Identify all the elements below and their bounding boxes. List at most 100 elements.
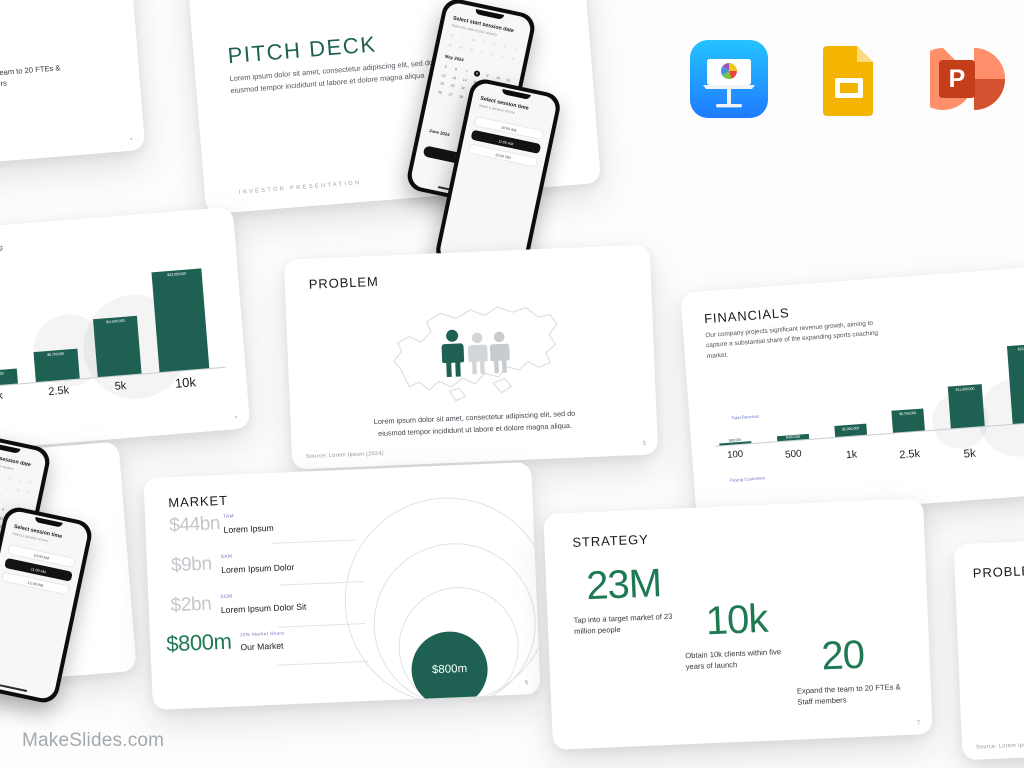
calendar-weekday: S — [28, 480, 32, 485]
market-amount-our-market: $800m — [165, 628, 233, 657]
bar-category-10k: 10k — [1011, 446, 1024, 463]
calendar-weekday: S — [513, 46, 517, 52]
calendar-month-label: May 2024 — [444, 53, 465, 63]
page-number: 3 — [642, 440, 646, 447]
bar-2-5k: $5,750,000 — [33, 348, 80, 383]
slide-card-market[interactable]: MARKET $800m $44bn TAM Lorem Ipsum $9bn … — [143, 461, 541, 711]
bar-category-1k: 1k — [0, 389, 4, 403]
calendar-day[interactable]: 21 — [460, 85, 466, 91]
calendar-day-prev-month[interactable]: 4 — [511, 56, 515, 61]
powerpoint-icon[interactable]: P — [912, 40, 1008, 118]
bar-5k: $11,500,000 — [93, 315, 142, 378]
keynote-icon[interactable] — [690, 40, 768, 118]
bar-5k: $11,500,000 — [947, 384, 985, 429]
calendar-day[interactable]: 7 — [465, 69, 468, 74]
calendar-day-prev-month[interactable]: 2 — [6, 486, 10, 491]
calendar-day[interactable]: 6 — [454, 67, 458, 72]
problem-edge-source: Source: Lorem Ipsum (2024) — [976, 741, 1024, 751]
calendar-weekday: F — [492, 42, 496, 47]
bar-value-label: $2,300,000 — [0, 371, 4, 377]
calendar-day[interactable]: 20 — [450, 83, 455, 89]
google-slides-icon[interactable] — [810, 40, 888, 118]
bar-value-label: $5,750,000 — [899, 411, 917, 417]
calendar-weekday: S — [503, 44, 507, 49]
bar-10k: $23,000,000 — [151, 268, 210, 373]
market-row-our-market: $800m — [166, 629, 232, 658]
bar-2-5k: $5,750,000 — [891, 408, 925, 433]
slide-card-strategy[interactable]: STRATEGY 23M Tap into a target market of… — [543, 498, 933, 750]
page-number: 7 — [916, 720, 921, 727]
calendar-day[interactable]: 19 — [439, 81, 445, 86]
calendar-day-prev-month[interactable]: 3 — [501, 54, 504, 59]
calendar-day-prev-month[interactable]: 28 — [447, 43, 453, 48]
bar-category-500: 500 — [784, 448, 803, 461]
slide-card-problem[interactable]: PROBLEM Lorem ipsum dolor sit amet, cons… — [283, 244, 659, 470]
calendar-day-prev-month[interactable]: 30 — [468, 47, 474, 53]
problem-edge-title: PROBLEM — [972, 562, 1024, 581]
market-name-our-market: Our Market — [240, 640, 284, 653]
slide-card-financials[interactable]: FINANCIALS Our company projects signific… — [680, 263, 1024, 521]
calendar-weekday: T — [461, 35, 465, 41]
market-title: MARKET — [168, 492, 229, 511]
calendar-weekday: T — [482, 40, 486, 45]
bar-value-label: $11,500,000 — [955, 386, 975, 393]
strategy-stat-caption-1: Obtain 10k clients within five years of … — [685, 647, 782, 672]
calendar-day-prev-month[interactable]: 1 — [480, 49, 483, 55]
problem-title: PROBLEM — [308, 273, 379, 292]
calendar-day[interactable]: 28 — [458, 93, 464, 99]
calendar-day-prev-month[interactable]: 4 — [26, 490, 30, 495]
google-slides-icon-svg — [823, 46, 873, 116]
market-name-sam: Lorem Ipsum Dolor — [221, 561, 295, 576]
bar-value-label: $23,000,000 — [1017, 346, 1024, 352]
leader-line-our-market — [277, 660, 370, 666]
bar-value-label: $2,300,000 — [841, 426, 860, 432]
bar-category-1k: 1k — [845, 448, 858, 462]
bar-1k: $2,300,000 — [834, 423, 868, 437]
region-map-outline — [393, 306, 558, 402]
calendar-day-prev-month[interactable]: 3 — [16, 488, 20, 493]
calendar-day-prev-month[interactable]: 2 — [490, 52, 494, 57]
calendar-day[interactable]: 14 — [462, 77, 468, 83]
person-icon-highlighted — [441, 329, 465, 378]
bar-value-label: $11,500,000 — [105, 318, 125, 325]
problem-caption: Lorem ipsum dolor sit amet, consectetur … — [373, 408, 576, 438]
bar-value-label: $5,750,000 — [47, 351, 65, 358]
home-indicator — [0, 684, 28, 693]
market-tag-tam: TAM — [222, 514, 235, 520]
person-icon-muted-1 — [467, 332, 488, 375]
supported-apps-row: P — [690, 40, 1008, 118]
strategy-stat-caption-2: Expand the team to 20 FTEs & Staff membe… — [796, 682, 901, 707]
calendar-day[interactable]: 5 — [444, 64, 447, 70]
chart-xlabel: Paying Customers — [729, 475, 766, 483]
strategy-stat-caption-0: Tap into a target market of 23 million p… — [573, 611, 673, 637]
bar-category-2-5k: 2.5k — [47, 384, 70, 399]
strategy-clipped-stat-value-1: 20 — [0, 18, 3, 65]
phone-notch — [34, 517, 63, 528]
calendar-day-prev-month[interactable]: 29 — [458, 45, 463, 51]
person-icon-muted-2 — [489, 331, 510, 374]
phone-notch — [0, 442, 21, 454]
calendar-day[interactable]: 26 — [438, 89, 443, 95]
powerpoint-icon-svg: P — [912, 48, 1005, 110]
calendar-day[interactable]: 27 — [448, 91, 454, 97]
market-tag-som: SOM — [220, 594, 233, 601]
slide-card-financials-clipped[interactable]: ...nue growth, aiming to ...nding sports… — [0, 206, 251, 460]
slide-card-problem-edge[interactable]: PROBLEM Source: Lorem Ipsum (2024) — [953, 531, 1024, 761]
calendar-day-selected[interactable]: 8 — [473, 70, 481, 78]
calendar-day[interactable]: 12 — [441, 72, 447, 78]
market-tag-sam: SAM — [220, 554, 233, 561]
deck-footer: INVESTOR PRESENTATION — [238, 179, 362, 196]
market-row-sam: $9bn — [171, 553, 213, 577]
market-amount-sam: $9bn — [170, 553, 213, 577]
market-row-tam: $44bn — [169, 513, 221, 537]
financials-title: FINANCIALS — [703, 305, 791, 327]
strategy-title: STRATEGY — [572, 531, 649, 550]
financials-clipped-chart: $2,300,000 $5,750,000 $11,500,000 $23,00… — [0, 260, 226, 403]
calendar-day[interactable]: 13 — [452, 75, 457, 80]
calendar-day[interactable]: 8 — [472, 70, 483, 78]
bar-value-label: $80,000 — [728, 437, 742, 443]
slide-card-strategy-clipped[interactable]: 10k Obtain 10k clients within five years… — [0, 0, 146, 174]
page-number: 5 — [524, 680, 529, 687]
keynote-icon-svg — [690, 40, 768, 118]
